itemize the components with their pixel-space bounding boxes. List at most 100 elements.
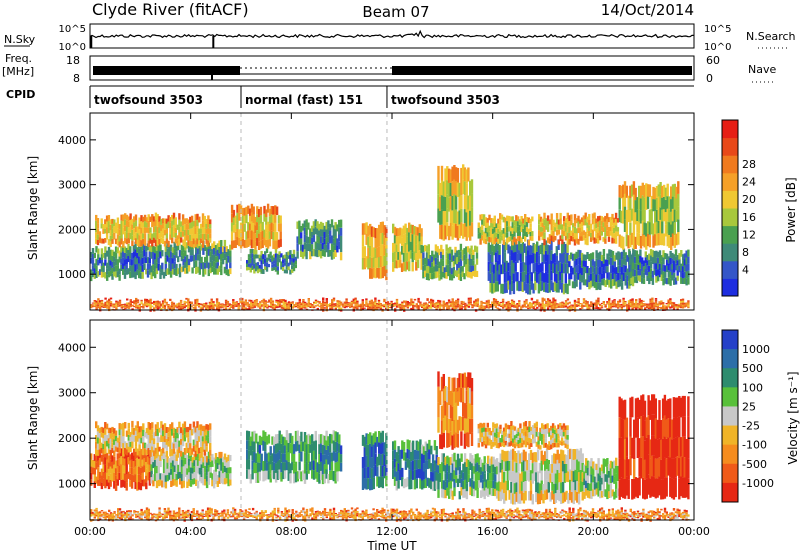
power-ylabel: Slant Range [km]: [26, 156, 40, 260]
x-tick-label: 20:00: [577, 525, 609, 538]
data-band: [361, 221, 388, 281]
colorbar-swatch: [722, 425, 738, 446]
freq-strip: Freq. [MHz] 18 8 60 0 Nave: [2, 52, 776, 85]
cpid-strip: CPID twofsound 3503 normal (fast) 151 twof…: [6, 85, 694, 108]
cpid-segment-label: twofsound 3503: [391, 93, 500, 107]
colorbar-swatch: [722, 208, 738, 227]
colorbar-swatch: [722, 120, 738, 139]
freq-label-unit: [MHz]: [2, 65, 34, 78]
colorbar-swatch: [722, 278, 738, 297]
nsearch-label: N.Search: [746, 30, 796, 43]
data-band: [150, 450, 232, 489]
colorbar-swatch: [722, 172, 738, 191]
data-band: [583, 457, 620, 500]
x-tick-label: 12:00: [376, 525, 408, 538]
nsearch-tick-bottom: 10^0: [704, 42, 731, 53]
colorbar-swatch: [722, 243, 738, 262]
colorbar-tick-label: 4: [742, 264, 749, 277]
velocity-colorbar: 1000 500 100 25 -25 -100 -500 -1000: [721, 329, 774, 503]
power-panel: 1000 2000 3000 4000: [58, 112, 695, 312]
power-cbar-label: Power [dB]: [784, 177, 798, 242]
colorbar-tick-label: 28: [742, 158, 756, 171]
data-band: [230, 203, 282, 250]
nsky-label: N.Sky: [4, 33, 36, 46]
colorbar-swatch: [722, 137, 738, 156]
nsky-tick-top: 10^5: [59, 24, 86, 35]
cpid-segment-label: twofsound 3503: [94, 93, 203, 107]
colorbar-tick-label: -500: [742, 458, 767, 471]
colorbar-swatch: [722, 482, 738, 503]
colorbar-swatch: [722, 463, 738, 484]
colorbar-swatch: [722, 444, 738, 465]
colorbar-tick-label: 20: [742, 193, 756, 206]
x-tick-label: 16:00: [477, 525, 509, 538]
cpid-segment-label: normal (fast) 151: [245, 93, 363, 107]
colorbar-tick-label: 1000: [742, 343, 770, 356]
data-band: [95, 212, 212, 248]
y-tick-label: 4000: [58, 341, 86, 354]
nsearch-tick-top: 10^5: [704, 24, 731, 35]
y-tick-label: 2000: [58, 432, 86, 445]
power-colorbar: 4 8 12 16 20 24 28: [721, 119, 756, 297]
freq-label-top: Freq.: [5, 52, 32, 65]
colorbar-swatch: [722, 155, 738, 174]
colorbar-swatch: [722, 260, 738, 279]
data-band: [90, 297, 690, 312]
x-tick-label: 04:00: [175, 525, 207, 538]
data-band: [477, 421, 569, 450]
data-band: [361, 430, 388, 491]
data-band: [628, 248, 690, 286]
colorbar-tick-label: 12: [742, 228, 756, 241]
nsky-strip: N.Sky 10^5 10^0 10^5 10^0 N.Search: [4, 23, 796, 53]
colorbar-tick-label: 500: [742, 362, 763, 375]
colorbar-tick-label: -1000: [742, 477, 774, 490]
data-band: [477, 213, 534, 246]
y-tick-label: 2000: [58, 223, 86, 236]
data-band: [95, 420, 212, 457]
colorbar-swatch: [722, 225, 738, 244]
colorbar-tick-label: 16: [742, 211, 756, 224]
velocity-panel: 1000 2000 3000 4000 00:00 04:00 08:00 12:00 16:0…: [58, 319, 710, 538]
freq-tick-top: 18: [66, 54, 80, 67]
time-xlabel: Time UT: [366, 539, 417, 553]
cpid-label: CPID: [6, 88, 35, 101]
date-title: 14/Oct/2014: [601, 1, 694, 19]
y-tick-label: 1000: [58, 268, 86, 281]
data-band: [392, 439, 438, 491]
y-tick-label: 4000: [58, 134, 86, 147]
data-band: [90, 246, 121, 282]
data-band: [497, 448, 584, 505]
nave-tick-bottom: 0: [706, 72, 713, 85]
data-band: [246, 248, 297, 275]
y-tick-label: 1000: [58, 478, 86, 491]
beam-title: Beam 07: [362, 3, 429, 21]
colorbar-tick-label: 8: [742, 246, 749, 259]
nave-tick-top: 60: [706, 54, 720, 67]
colorbar-swatch: [722, 387, 738, 407]
nave-label: Nave: [748, 63, 776, 76]
data-band: [246, 430, 343, 485]
y-tick-label: 3000: [58, 387, 86, 400]
station-title: Clyde River (fitACF): [92, 0, 249, 19]
colorbar-tick-label: 25: [742, 400, 756, 413]
colorbar-swatch: [722, 330, 738, 350]
colorbar-swatch: [722, 190, 738, 209]
data-band: [422, 243, 479, 281]
data-band: [487, 239, 569, 295]
data-band: [296, 219, 343, 261]
x-tick-label: 00:00: [74, 525, 106, 538]
velocity-ylabel: Slant Range [km]: [26, 366, 40, 470]
data-band: [437, 452, 499, 500]
colorbar-tick-label: 24: [742, 176, 756, 189]
colorbar-tick-label: -25: [742, 420, 760, 433]
data-band: [120, 241, 182, 280]
data-band: [538, 212, 620, 246]
x-tick-label: 00:00: [678, 525, 710, 538]
colorbar-tick-label: 100: [742, 381, 763, 394]
colorbar-swatch: [722, 406, 738, 427]
colorbar-swatch: [722, 349, 738, 369]
data-band: [437, 371, 474, 450]
colorbar-swatch: [722, 368, 738, 388]
nsky-tick-bottom: 10^0: [59, 42, 86, 53]
